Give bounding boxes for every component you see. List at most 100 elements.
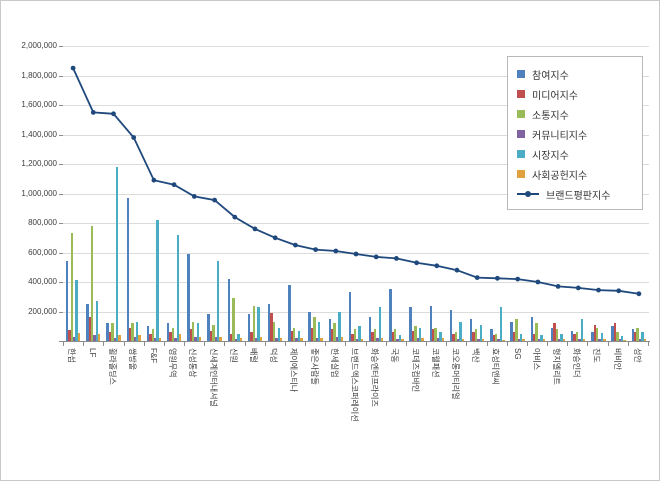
line-marker (495, 275, 500, 281)
x-axis-label-cell: F&F (144, 348, 164, 466)
x-axis-label-cell: 한섬 (63, 348, 83, 466)
x-axis-label: 제이에스티나 (289, 348, 299, 393)
bar-segment (532, 333, 536, 341)
x-axis-tick (346, 342, 367, 346)
bar-segment (187, 254, 190, 341)
bar-group (83, 46, 103, 341)
gridline (63, 311, 649, 313)
y-axis-tick (59, 282, 63, 283)
x-axis-tick (427, 342, 448, 346)
y-axis-label: 800,000 (28, 218, 57, 227)
bar-segment (279, 338, 283, 341)
bar-segment (86, 304, 89, 341)
bar-group (265, 46, 285, 341)
bar-segment (126, 197, 129, 341)
bar-segment (591, 332, 594, 341)
legend-line-marker-icon (517, 190, 539, 199)
bar-segment (472, 332, 475, 341)
line-marker (575, 285, 581, 291)
x-axis-tick (225, 342, 246, 346)
bar-segment (414, 326, 417, 341)
bar-segment (434, 327, 437, 341)
bar-segment (176, 234, 179, 341)
bar-group (568, 46, 588, 341)
x-axis-label: 화승인더 (572, 348, 582, 378)
x-axis-label: 비비안 (612, 348, 622, 371)
x-axis-label-cell: 제이에스티나 (285, 348, 305, 466)
bar-segment (115, 167, 119, 341)
bar-segment (611, 326, 614, 341)
plot-area (63, 46, 649, 341)
bar-segment (355, 338, 359, 341)
legend-label: 소통지수 (532, 110, 569, 122)
y-axis-label: 600,000 (28, 247, 57, 257)
bar-segment (398, 335, 402, 341)
x-axis-label: 신원 (228, 348, 238, 363)
bar-segment (573, 333, 576, 341)
bar-segment (70, 232, 74, 341)
line-marker (474, 275, 480, 280)
gridline (63, 75, 649, 77)
legend-item: 시장지수 (517, 144, 633, 164)
x-axis-label-cell: 배럴 (245, 348, 265, 466)
bar-segment (252, 305, 255, 341)
gridline (63, 164, 649, 165)
bar-group (245, 46, 265, 341)
bar-segment (593, 324, 596, 341)
bar-segment (239, 338, 242, 341)
bar-segment (535, 323, 538, 341)
bar-segment (149, 333, 152, 341)
x-axis-label: 브랜드엑스코퍼레이션 (349, 348, 359, 422)
legend-item: 사회공헌지수 (517, 164, 633, 184)
x-axis-tick (125, 342, 145, 346)
legend-label: 시장지수 (532, 150, 569, 162)
x-axis-tick (145, 342, 165, 346)
bar-segment (128, 327, 132, 341)
bar-segment (166, 323, 170, 341)
x-axis-tick (467, 342, 488, 346)
bar-group (63, 46, 83, 341)
bar-segment (391, 332, 394, 341)
x-axis-tick (84, 342, 105, 346)
y-axis-tick (59, 341, 63, 342)
y-axis-tick (59, 75, 63, 77)
x-axis-label: 덕성 (269, 348, 279, 363)
x-axis-label: 효성티앤씨 (491, 348, 501, 385)
bar-segment (411, 330, 415, 341)
bar-segment (600, 332, 604, 341)
legend-item: 커뮤니티지수 (517, 124, 633, 144)
bar-group (507, 46, 527, 341)
line-marker (151, 177, 157, 183)
x-axis-label: 화승엔터프라이즈 (370, 348, 380, 407)
bar-segment (320, 338, 323, 341)
bar-segment (580, 318, 583, 341)
line-marker (171, 182, 177, 188)
x-axis-tick (508, 342, 528, 346)
y-axis-label: 1,600,000 (21, 100, 57, 109)
line-marker (353, 251, 359, 257)
bar-group (629, 46, 649, 341)
bar-segment (207, 314, 210, 341)
bar-segment (439, 332, 442, 341)
line-marker (252, 226, 258, 232)
x-axis-label-cell: 코데즈컴바인 (406, 348, 426, 466)
bar-segment (277, 327, 280, 341)
bar-segment (469, 318, 473, 341)
x-axis-label-cell: 신원 (225, 348, 245, 466)
bar-segment (95, 301, 99, 341)
x-axis-label-cell: 진도 (588, 348, 608, 466)
bar-segment (330, 329, 334, 341)
x-axis-label: 신성통상 (188, 348, 198, 378)
x-axis-tick (447, 342, 468, 346)
bar-segment (348, 292, 352, 341)
bar-group (144, 46, 164, 341)
bar-segment (73, 337, 76, 341)
bar-segment (540, 335, 543, 341)
line-marker (555, 284, 561, 289)
y-axis-tick (59, 46, 63, 47)
bar-segment (191, 321, 195, 341)
x-axis-label-cell: 아비스 (528, 348, 548, 466)
bar-segment (371, 332, 374, 341)
x-axis-label: 국동 (390, 348, 400, 363)
bar-segment (409, 307, 412, 341)
